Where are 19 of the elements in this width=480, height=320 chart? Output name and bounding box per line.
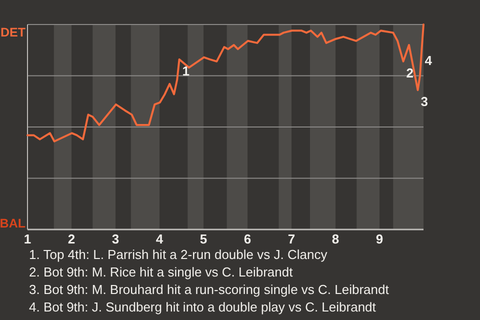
- x-tick-label: 2: [68, 232, 76, 246]
- x-tick-label: 6: [244, 232, 252, 246]
- x-tick-label: 3: [112, 232, 120, 246]
- x-tick-label: 9: [376, 232, 384, 246]
- x-tick-label: 7: [288, 232, 296, 246]
- text: DET: [0, 26, 26, 40]
- text: 4. Bot 9th: J. Sundberg hit into a double play vs C. Leibrandt: [29, 300, 376, 314]
- x-tick-label: 1: [24, 232, 32, 246]
- x-tick-label: 8: [332, 232, 340, 246]
- text: 3. Bot 9th: M. Brouhard hit a run-scoring single vs C. Leibrandt: [29, 282, 390, 297]
- text: 2. Bot 9th: M. Rice hit a single vs C. Leibrandt: [29, 264, 294, 280]
- annotation: 4: [424, 53, 433, 68]
- x-tick-label: 4: [156, 232, 164, 246]
- text: 1. Top 4th: L. Parrish hit a 2-run double vs J. Clancy: [29, 247, 328, 262]
- annotation: 1: [182, 63, 190, 78]
- text: BAL: [0, 216, 26, 230]
- x-tick-label: 5: [200, 232, 208, 246]
- annotation: 2: [406, 65, 414, 80]
- annotation: 3: [420, 94, 428, 110]
